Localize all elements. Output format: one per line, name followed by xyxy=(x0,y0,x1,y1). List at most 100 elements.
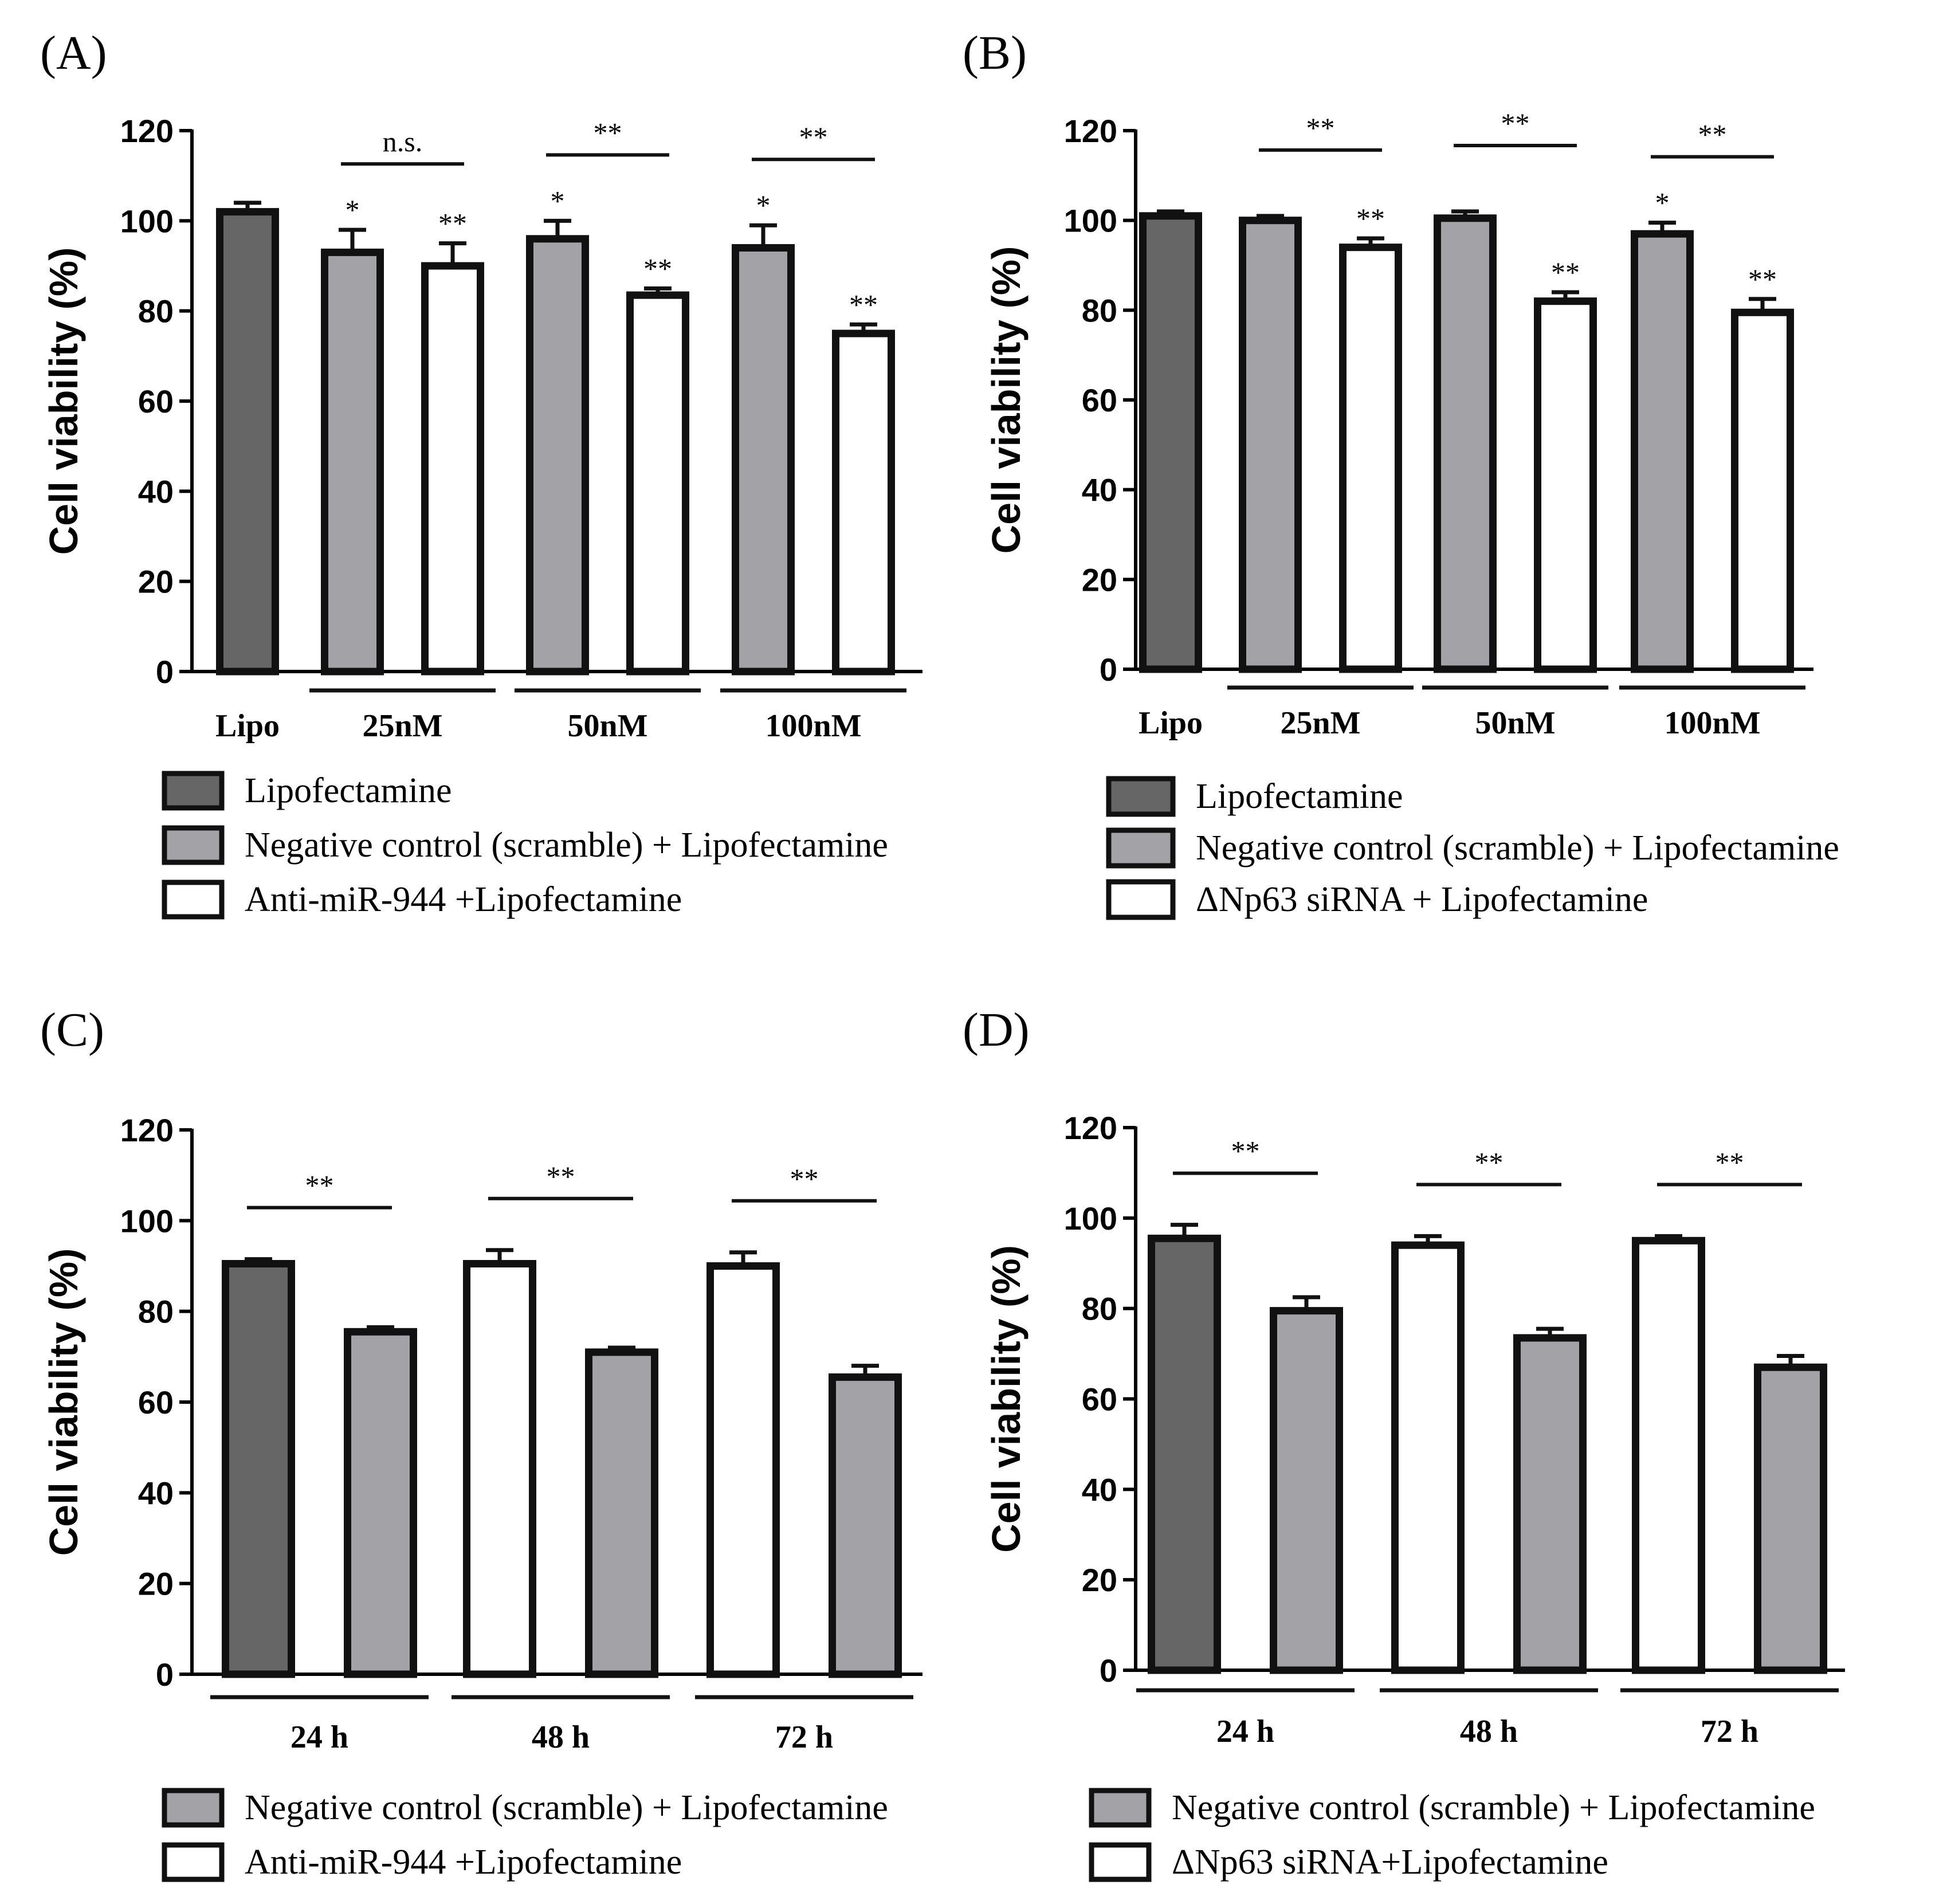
x-category-label: 72 h xyxy=(775,1720,833,1755)
x-category-label: 100nM xyxy=(766,708,862,744)
bar-significance: ** xyxy=(643,252,672,284)
x-category-label: Lipo xyxy=(1139,705,1203,741)
y-tick-label: 40 xyxy=(1082,472,1117,508)
bracket-label: ** xyxy=(790,1163,819,1195)
bar xyxy=(585,1348,658,1678)
legend-swatch xyxy=(162,1842,225,1882)
bar xyxy=(832,329,895,676)
y-tick-label: 20 xyxy=(1082,562,1117,598)
legend-swatch xyxy=(1106,776,1176,817)
y-tick-label: 60 xyxy=(138,383,174,419)
legend-label: Negative control (scramble) + Lipofectam… xyxy=(245,826,888,865)
y-tick-label: 60 xyxy=(1082,382,1117,418)
bracket-label: ** xyxy=(1306,112,1335,144)
bar xyxy=(1434,214,1497,673)
bar xyxy=(216,208,279,676)
x-category-label: 24 h xyxy=(291,1720,348,1755)
y-tick-label: 100 xyxy=(1064,1200,1117,1236)
panel-label: (D) xyxy=(963,1003,1030,1057)
bar xyxy=(1148,1234,1221,1674)
x-category-label: 25nM xyxy=(363,708,443,744)
y-tick-label: 0 xyxy=(156,654,174,690)
legend-swatch xyxy=(1089,1842,1152,1882)
legend-swatch xyxy=(162,1788,225,1828)
y-axis-title: Cell viability (%) xyxy=(984,246,1029,554)
legend: Negative control (scramble) + Lipofectam… xyxy=(162,1788,888,1882)
y-tick-label: 60 xyxy=(138,1384,174,1420)
y-tick-label: 80 xyxy=(138,1294,174,1330)
bar-significance: ** xyxy=(1748,263,1777,295)
bar xyxy=(1270,1307,1343,1674)
bar-significance: * xyxy=(551,184,565,217)
bar xyxy=(1731,308,1794,673)
bar-significance: * xyxy=(1655,187,1670,219)
legend-swatch xyxy=(1106,827,1176,869)
legend-swatch xyxy=(162,771,225,811)
y-tick-label: 80 xyxy=(138,293,174,329)
legend-label: Negative control (scramble) + Lipofectam… xyxy=(1196,829,1839,867)
bar xyxy=(421,262,484,676)
y-tick-label: 100 xyxy=(120,203,174,239)
x-category-label: 48 h xyxy=(1460,1714,1518,1749)
bar xyxy=(1631,230,1694,673)
y-tick-label: 40 xyxy=(1082,1471,1117,1508)
y-axis-title: Cell viability (%) xyxy=(984,1245,1029,1553)
bar xyxy=(1632,1236,1705,1674)
legend-swatch xyxy=(162,880,225,920)
bracket-label: ** xyxy=(1231,1135,1260,1167)
bar xyxy=(526,235,589,676)
bar-significance: ** xyxy=(849,288,878,320)
y-tick-label: 0 xyxy=(1100,651,1117,688)
bar-significance: ** xyxy=(1551,256,1580,288)
legend: Lipofectamine Negative control (scramble)… xyxy=(162,771,888,920)
bar-significance: ** xyxy=(438,207,467,240)
legend-label: Anti-miR-944 +Lipofectamine xyxy=(245,1843,682,1882)
y-tick-label: 120 xyxy=(1064,1110,1117,1146)
y-tick-label: 0 xyxy=(156,1656,174,1693)
legend-label: Negative control (scramble) + Lipofectam… xyxy=(1172,1788,1815,1827)
bracket-label: ** xyxy=(799,121,828,153)
bar-significance: ** xyxy=(1356,202,1385,234)
x-category-label: 25nM xyxy=(1281,705,1361,741)
bar-significance: * xyxy=(346,194,360,226)
panel-label: (B) xyxy=(963,26,1027,80)
bar xyxy=(1513,1334,1587,1674)
y-tick-label: 80 xyxy=(1082,292,1117,328)
y-tick-label: 100 xyxy=(120,1203,174,1239)
x-category-label: 100nM xyxy=(1665,705,1761,741)
legend-label: ΔNp63 siRNA + Lipofectamine xyxy=(1196,880,1648,919)
y-tick-label: 20 xyxy=(138,564,174,600)
x-category-label: 50nM xyxy=(568,708,648,744)
legend-swatch xyxy=(1106,879,1176,920)
panel-label: (C) xyxy=(40,1003,104,1057)
bracket-label: ** xyxy=(594,116,622,148)
y-axis-title: Cell viability (%) xyxy=(41,248,86,555)
bar xyxy=(463,1260,536,1678)
bracket-label: n.s. xyxy=(383,125,422,158)
x-category-label: 24 h xyxy=(1216,1714,1274,1749)
x-category-label: Lipo xyxy=(215,708,280,744)
y-tick-label: 120 xyxy=(120,1112,174,1148)
y-axis-title: Cell viability (%) xyxy=(41,1249,86,1556)
bar xyxy=(1754,1363,1827,1674)
y-tick-label: 40 xyxy=(138,473,174,509)
legend-label: ΔNp63 siRNA+Lipofectamine xyxy=(1172,1843,1608,1882)
x-category-label: 48 h xyxy=(532,1720,590,1755)
bar xyxy=(732,244,795,676)
y-tick-label: 20 xyxy=(1082,1562,1117,1598)
legend-label: Negative control (scramble) + Lipofectam… xyxy=(245,1788,888,1827)
bracket-label: ** xyxy=(305,1169,334,1202)
legend-label: Lipofectamine xyxy=(245,771,452,810)
legend-label: Anti-miR-944 +Lipofectamine xyxy=(245,880,682,919)
bar xyxy=(626,291,689,676)
bar xyxy=(222,1260,295,1678)
bar-significance: * xyxy=(756,189,771,221)
bar xyxy=(1339,244,1402,673)
bracket-label: ** xyxy=(547,1160,575,1192)
y-tick-label: 120 xyxy=(1064,113,1117,149)
bracket-label: ** xyxy=(1475,1146,1504,1178)
bar xyxy=(344,1328,417,1678)
legend-swatch xyxy=(1089,1788,1152,1828)
bracket-label: ** xyxy=(1698,119,1727,151)
